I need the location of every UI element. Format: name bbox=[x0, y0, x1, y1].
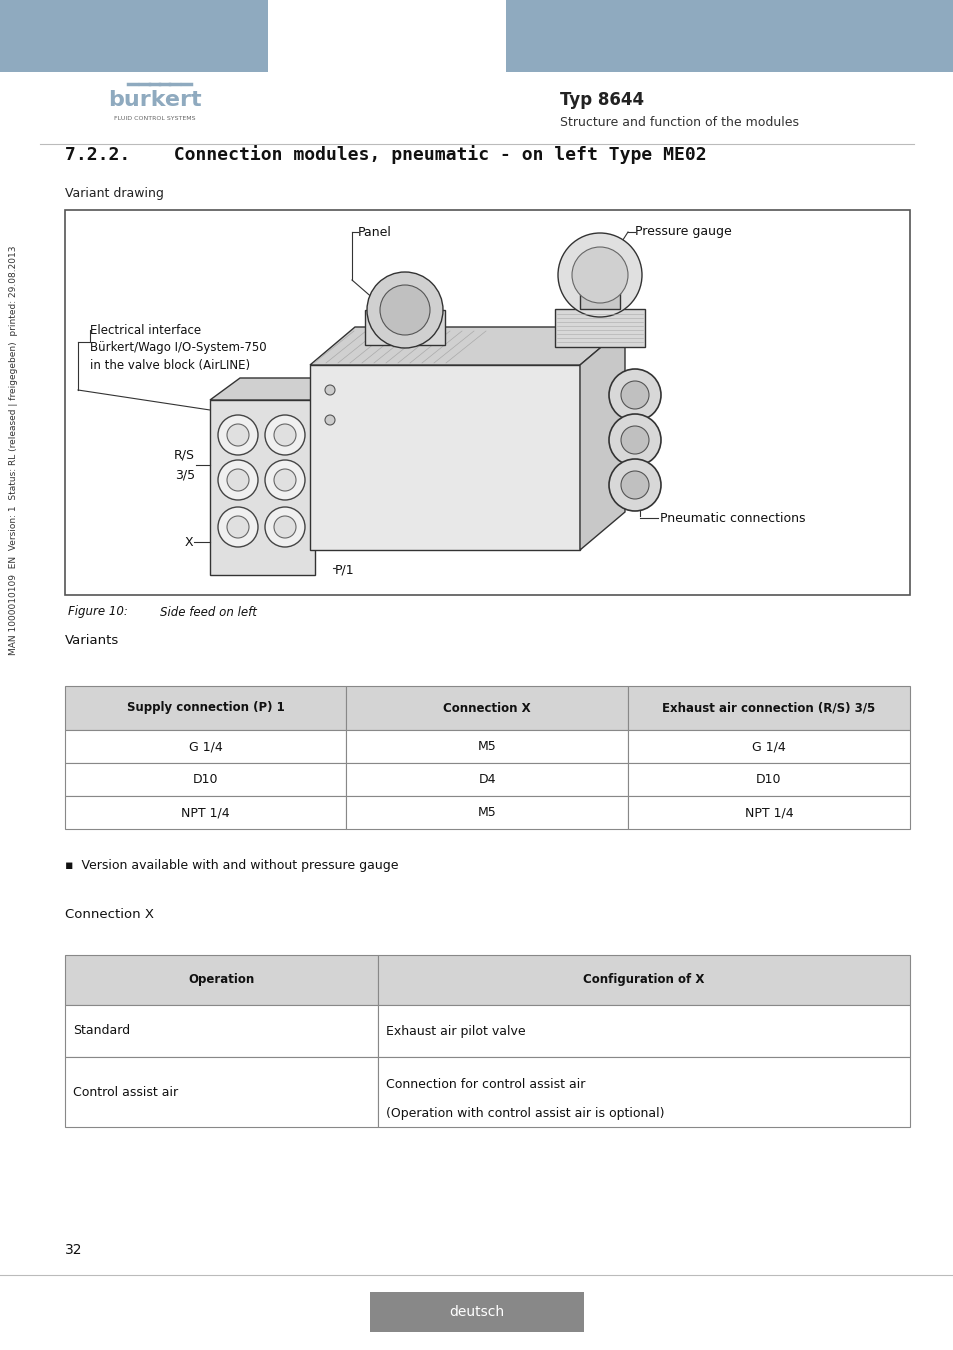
Circle shape bbox=[265, 460, 305, 500]
Text: Side feed on left: Side feed on left bbox=[160, 606, 256, 618]
FancyBboxPatch shape bbox=[0, 0, 268, 72]
Circle shape bbox=[218, 414, 257, 455]
Bar bbox=[377, 1004, 909, 1057]
Bar bbox=[579, 275, 619, 309]
Bar bbox=[377, 954, 909, 1004]
Bar bbox=[627, 686, 909, 730]
Bar bbox=[65, 1004, 377, 1057]
Bar bbox=[65, 796, 346, 829]
Text: Pressure gauge: Pressure gauge bbox=[635, 225, 731, 239]
Bar bbox=[377, 1057, 909, 1127]
Circle shape bbox=[620, 471, 648, 500]
Bar bbox=[65, 763, 346, 796]
Text: Connection for control assist air: Connection for control assist air bbox=[385, 1079, 584, 1092]
Polygon shape bbox=[210, 378, 345, 400]
Bar bbox=[627, 796, 909, 829]
Circle shape bbox=[274, 424, 295, 446]
Text: M5: M5 bbox=[477, 806, 496, 819]
Bar bbox=[555, 309, 644, 347]
Circle shape bbox=[367, 271, 442, 348]
Circle shape bbox=[265, 508, 305, 547]
Text: Configuration of X: Configuration of X bbox=[582, 973, 703, 987]
Bar bbox=[346, 796, 627, 829]
Bar bbox=[627, 730, 909, 763]
Circle shape bbox=[379, 285, 430, 335]
FancyBboxPatch shape bbox=[505, 0, 953, 72]
Text: G 1/4: G 1/4 bbox=[751, 740, 785, 753]
Polygon shape bbox=[310, 327, 624, 364]
Bar bbox=[65, 1057, 377, 1127]
FancyBboxPatch shape bbox=[370, 1292, 583, 1332]
Circle shape bbox=[620, 427, 648, 454]
Text: Operation: Operation bbox=[188, 973, 254, 987]
Text: P/1: P/1 bbox=[335, 563, 355, 576]
Bar bbox=[346, 686, 627, 730]
Text: FLUID CONTROL SYSTEMS: FLUID CONTROL SYSTEMS bbox=[114, 116, 195, 120]
Circle shape bbox=[227, 424, 249, 446]
Bar bbox=[310, 364, 579, 549]
Text: (Operation with control assist air is optional): (Operation with control assist air is op… bbox=[385, 1107, 663, 1119]
Text: X: X bbox=[184, 536, 193, 548]
Text: Panel: Panel bbox=[357, 225, 392, 239]
Text: Variant drawing: Variant drawing bbox=[65, 186, 164, 200]
Text: MAN 1000010109  EN  Version: 1  Status: RL (released | freigegeben)  printed: 29: MAN 1000010109 EN Version: 1 Status: RL … bbox=[10, 246, 18, 655]
Circle shape bbox=[620, 381, 648, 409]
Text: Structure and function of the modules: Structure and function of the modules bbox=[559, 116, 799, 128]
Text: Connection X: Connection X bbox=[443, 702, 530, 714]
Circle shape bbox=[274, 516, 295, 539]
Bar bbox=[627, 763, 909, 796]
Circle shape bbox=[218, 460, 257, 500]
Text: Figure 10:: Figure 10: bbox=[68, 606, 128, 618]
Text: Bürkert/Wago I/O-System-750: Bürkert/Wago I/O-System-750 bbox=[90, 342, 266, 355]
Bar bbox=[365, 310, 444, 346]
Text: 32: 32 bbox=[65, 1243, 82, 1257]
Text: Electrical interface: Electrical interface bbox=[90, 324, 201, 336]
Text: Standard: Standard bbox=[73, 1025, 130, 1038]
Bar bbox=[65, 730, 346, 763]
Circle shape bbox=[608, 369, 660, 421]
Text: D10: D10 bbox=[756, 774, 781, 786]
Bar bbox=[346, 763, 627, 796]
Circle shape bbox=[218, 508, 257, 547]
Bar bbox=[65, 211, 909, 595]
Text: Pneumatic connections: Pneumatic connections bbox=[659, 512, 804, 525]
Text: NPT 1/4: NPT 1/4 bbox=[181, 806, 230, 819]
Bar bbox=[346, 730, 627, 763]
Text: Exhaust air connection (R/S) 3/5: Exhaust air connection (R/S) 3/5 bbox=[661, 702, 875, 714]
Circle shape bbox=[608, 414, 660, 466]
Text: NPT 1/4: NPT 1/4 bbox=[743, 806, 792, 819]
Text: Variants: Variants bbox=[65, 633, 119, 647]
Circle shape bbox=[265, 414, 305, 455]
Text: 7.2.2.    Connection modules, pneumatic - on left Type ME02: 7.2.2. Connection modules, pneumatic - o… bbox=[65, 146, 706, 165]
Bar bbox=[65, 686, 346, 730]
Text: Control assist air: Control assist air bbox=[73, 1085, 178, 1099]
Text: D10: D10 bbox=[193, 774, 218, 786]
Text: Connection X: Connection X bbox=[65, 909, 153, 922]
Circle shape bbox=[325, 385, 335, 396]
Text: Supply connection (P) 1: Supply connection (P) 1 bbox=[127, 702, 284, 714]
Circle shape bbox=[227, 516, 249, 539]
Circle shape bbox=[227, 468, 249, 491]
Text: deutsch: deutsch bbox=[449, 1305, 504, 1319]
Text: burkert: burkert bbox=[108, 90, 202, 109]
Text: Typ 8644: Typ 8644 bbox=[559, 90, 643, 109]
Text: in the valve block (AirLINE): in the valve block (AirLINE) bbox=[90, 359, 250, 373]
Text: M5: M5 bbox=[477, 740, 496, 753]
Text: G 1/4: G 1/4 bbox=[189, 740, 222, 753]
Circle shape bbox=[558, 234, 641, 317]
Circle shape bbox=[325, 414, 335, 425]
Bar bbox=[210, 400, 314, 575]
Text: D4: D4 bbox=[477, 774, 496, 786]
Text: R/S: R/S bbox=[173, 448, 194, 462]
Text: Exhaust air pilot valve: Exhaust air pilot valve bbox=[385, 1025, 525, 1038]
Circle shape bbox=[608, 459, 660, 512]
Circle shape bbox=[572, 247, 627, 302]
Text: ▪  Version available with and without pressure gauge: ▪ Version available with and without pre… bbox=[65, 859, 398, 872]
Bar bbox=[65, 954, 377, 1004]
Text: 3/5: 3/5 bbox=[174, 468, 194, 482]
Polygon shape bbox=[579, 327, 624, 549]
Circle shape bbox=[274, 468, 295, 491]
